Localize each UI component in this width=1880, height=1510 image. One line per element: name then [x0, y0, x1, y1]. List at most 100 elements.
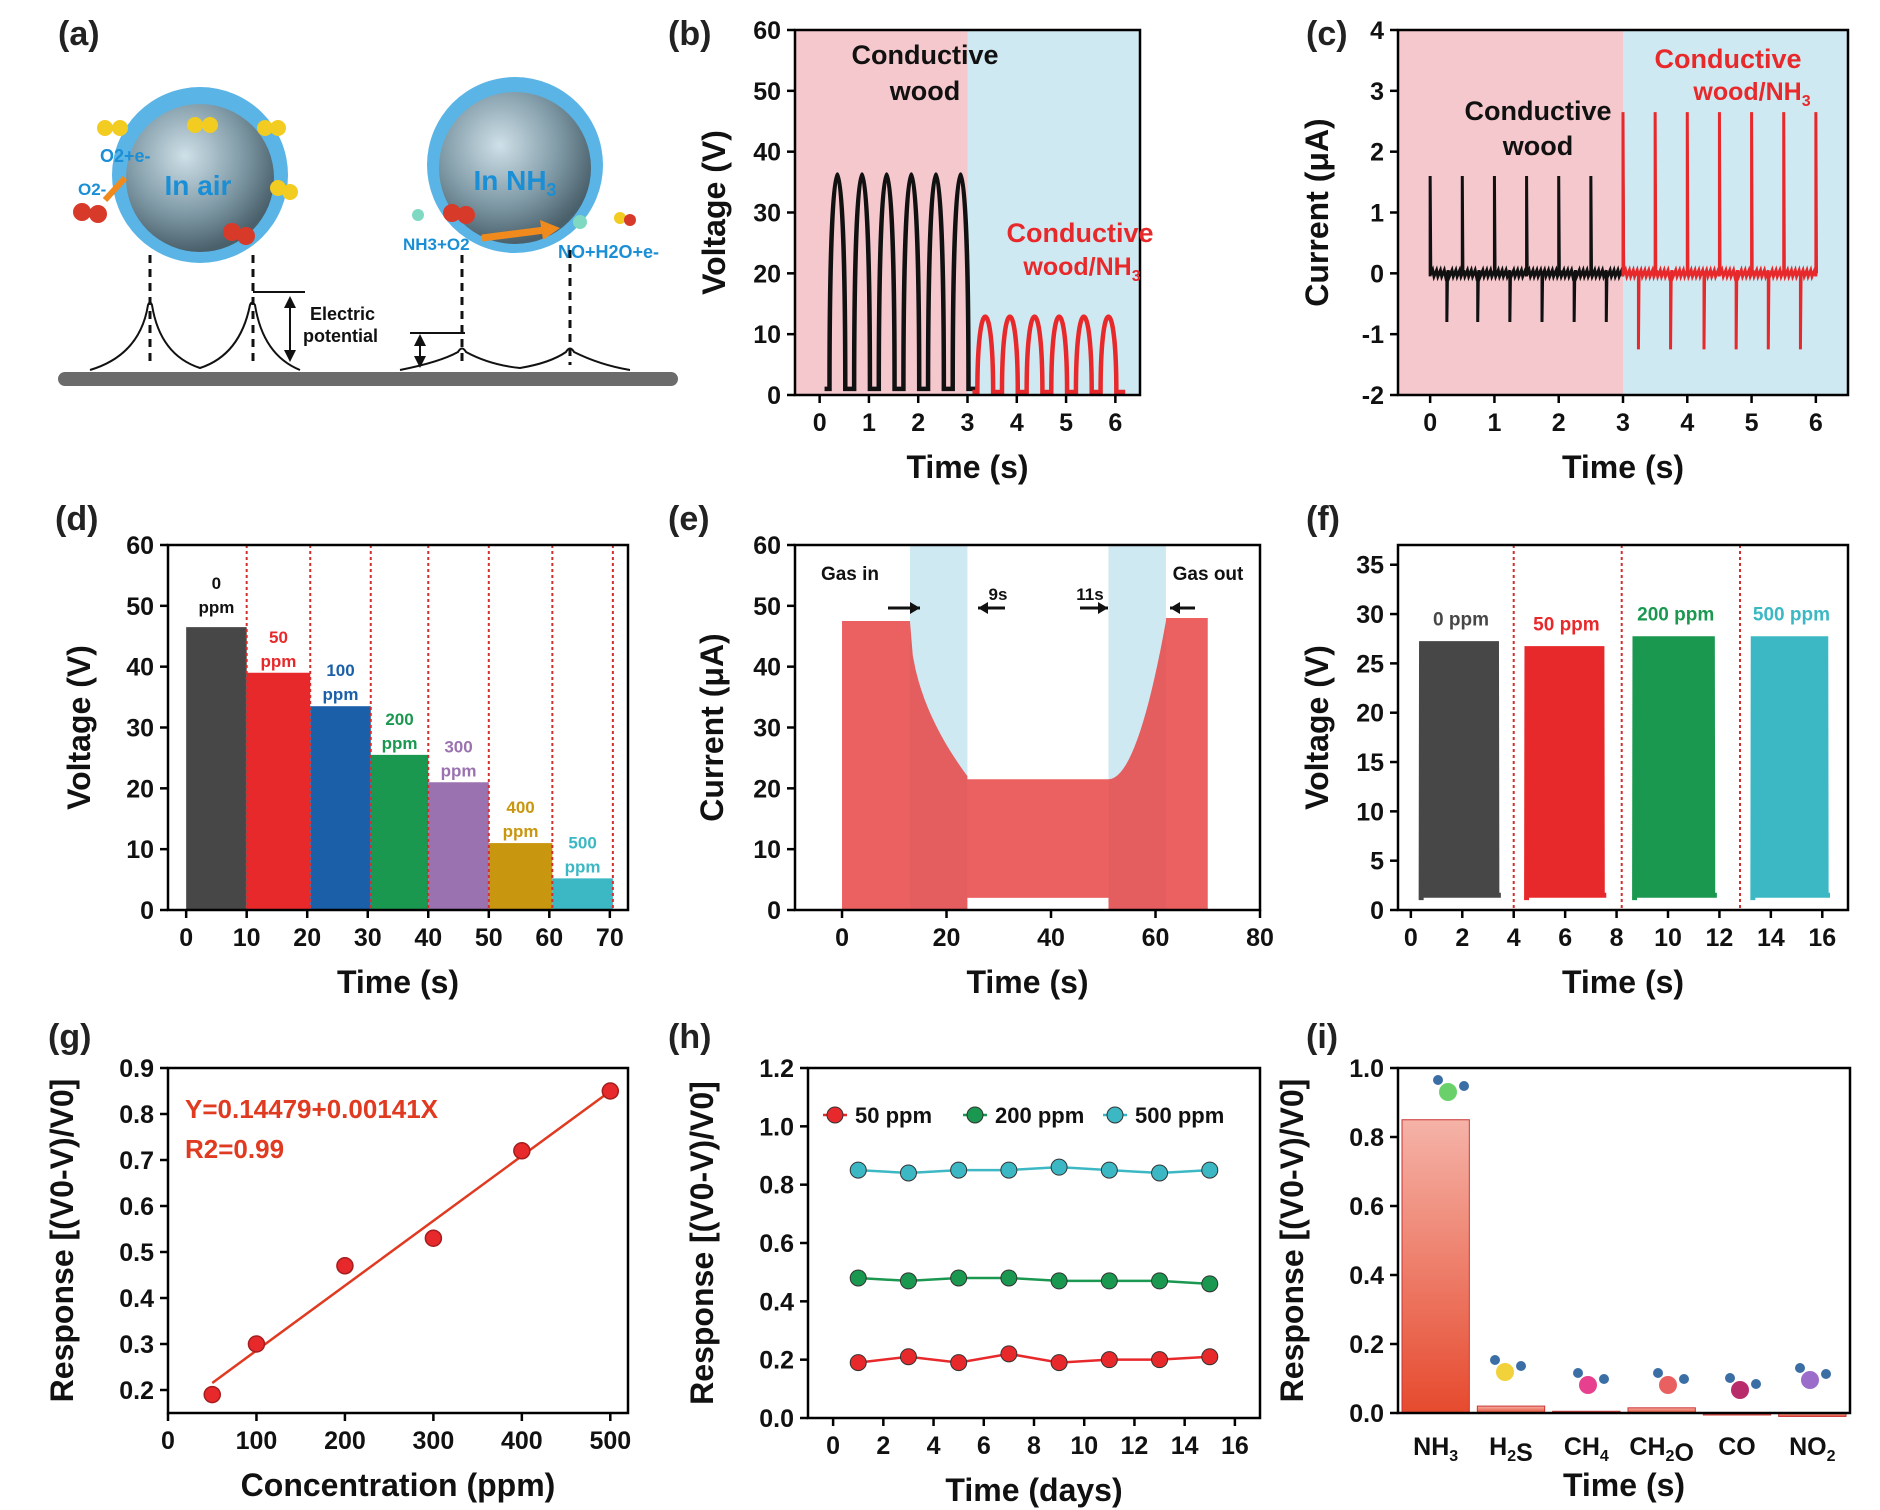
panel-d-ytick-label: 30 — [126, 715, 154, 743]
panel-d-ytick-label: 0 — [140, 897, 154, 925]
panel-d-ytick-label: 50 — [126, 593, 154, 621]
panel-f-frame — [1396, 543, 1850, 912]
panel-h-point — [1000, 1161, 1018, 1179]
panel-f-ytick-label: 0 — [1370, 897, 1384, 925]
label-in-air: In air — [165, 170, 232, 201]
panel-d-xtick-label: 20 — [293, 924, 321, 952]
panel-i-ytick-label: 0.2 — [1349, 1331, 1384, 1359]
panel-label-g: (g) — [48, 1018, 91, 1056]
panel-g-point — [247, 1335, 266, 1353]
panel-f-xtick-label: 0 — [1404, 924, 1418, 952]
panel-c-series-1 — [1621, 112, 1818, 350]
panel-h-point — [1100, 1351, 1118, 1369]
panel-g-ytick-label: 0.5 — [119, 1239, 154, 1267]
panel-c-xtick-label: 2 — [1552, 409, 1566, 437]
panel-h-xtick-label: 16 — [1221, 1432, 1249, 1460]
panel-g-xtick-label: 100 — [236, 1427, 278, 1455]
panel-b-ylabel: Voltage (V) — [696, 130, 732, 295]
panel-b-series-0 — [824, 172, 978, 392]
panel-e-ytick-label: 20 — [753, 775, 781, 803]
panel-i-category-label: H2S — [1489, 1433, 1533, 1467]
panel-h-ytick-label: 0.0 — [759, 1405, 794, 1433]
panel-h-point — [1050, 1158, 1068, 1176]
panel-f-xtick-label: 2 — [1455, 924, 1469, 952]
panel-e-area — [842, 618, 1208, 910]
panel-h-xtick-label: 0 — [826, 1432, 840, 1460]
panel-g-xtick-label: 500 — [589, 1427, 631, 1455]
arrow-reaction-head — [540, 220, 560, 240]
panel-c-ytick-label: 3 — [1370, 78, 1384, 106]
panel-b-ytick-label: 30 — [753, 200, 781, 228]
panel-h-point — [899, 1272, 917, 1290]
panel-h-point — [1050, 1354, 1068, 1372]
panel-i-molecule — [1653, 1368, 1663, 1378]
panel-e-ytick-label: 30 — [753, 715, 781, 743]
panel-g-point — [601, 1082, 620, 1100]
panel-b-ytick-label: 20 — [753, 260, 781, 288]
panel-h-point — [849, 1269, 867, 1287]
panel-h-ytick-label: 1.2 — [759, 1055, 794, 1083]
panel-g-point — [203, 1385, 221, 1404]
panel-g-point — [513, 1142, 531, 1160]
panel-c-ytick-label: 2 — [1370, 139, 1384, 167]
panel-g-ytick-label: 0.2 — [119, 1377, 154, 1405]
panel-f-ytick-label: 20 — [1356, 700, 1384, 728]
panel-h-legend-marker — [966, 1106, 984, 1124]
panel-d-bar-label: 500 — [568, 833, 596, 852]
panel-h-point — [899, 1164, 917, 1182]
panel-h-point — [1151, 1351, 1169, 1369]
panel-b-series-1 — [972, 314, 1126, 395]
panel-h-legend-marker — [1106, 1106, 1124, 1124]
panel-h-point — [1201, 1275, 1219, 1293]
panel-b-xtick-label: 3 — [961, 409, 975, 437]
oxygen-molecules — [73, 117, 636, 245]
panel-h-xtick-label: 14 — [1171, 1432, 1199, 1460]
panel-f-chart: 0 ppm 50 ppm 200 ppm 500 ppm 0 5 10 15 20 25 30 35 0… — [1299, 543, 1850, 1000]
panel-f-ylabel: Voltage (V) — [1299, 645, 1335, 810]
panel-e-xtick-label: 60 — [1142, 924, 1170, 952]
panel-f-xtick-label: 14 — [1757, 924, 1785, 952]
panel-h-point — [1201, 1161, 1219, 1179]
panel-i-molecule — [1439, 1083, 1457, 1101]
panel-f-xtick-label: 16 — [1808, 924, 1836, 952]
panel-d-bar-label: ppm — [441, 761, 477, 780]
panel-g-ytick-label: 0.6 — [119, 1193, 154, 1221]
panel-h-ytick-label: 0.2 — [759, 1347, 794, 1375]
panel-i-category-label: NO2 — [1789, 1433, 1836, 1465]
panel-d-bar — [310, 706, 371, 910]
panel-c-xtick-label: 0 — [1423, 409, 1437, 437]
panel-i-category-label: CH4 — [1564, 1433, 1609, 1465]
panel-f-ytick-label: 35 — [1356, 552, 1384, 580]
panel-e-xtick-label: 80 — [1246, 924, 1274, 952]
panel-h-point — [1151, 1272, 1169, 1290]
panel-g-xtick-label: 400 — [501, 1427, 543, 1455]
panel-c-series-0 — [1428, 175, 1626, 323]
panel-d-bar-label: ppm — [261, 652, 297, 671]
panel-f-series-2 — [1632, 636, 1717, 901]
panel-h-xtick-label: 10 — [1070, 1432, 1098, 1460]
panel-e-gap — [967, 897, 1109, 910]
panel-h-ytick-label: 1.0 — [759, 1113, 794, 1141]
panel-d-xtick-label: 50 — [475, 924, 503, 952]
panel-h-point — [899, 1348, 917, 1366]
panel-i-molecule — [1573, 1368, 1583, 1378]
panel-i-molecule — [1821, 1369, 1831, 1379]
panel-label-b: (b) — [668, 15, 711, 53]
potential-curve-air — [89, 301, 301, 371]
panel-d-bar — [246, 672, 311, 910]
panel-i-xlabel: Time (s) — [1563, 1467, 1685, 1503]
panel-c-ytick-label: 0 — [1370, 260, 1384, 288]
panel-f-series-1 — [1524, 646, 1607, 901]
panel-b-ytick-label: 40 — [753, 139, 781, 167]
panel-h-point — [1100, 1272, 1118, 1290]
panel-f-ytick-label: 5 — [1370, 848, 1384, 876]
panel-d-bar-label: ppm — [382, 734, 418, 753]
panel-e-annotation: Gas in — [821, 564, 879, 585]
panel-e-xtick-label: 20 — [933, 924, 961, 952]
panel-f-ytick-label: 10 — [1356, 798, 1384, 826]
panel-i-molecule — [1679, 1374, 1689, 1384]
panel-c-chart: -2 -1 0 1 2 3 4 0 1 2 3 4 5 6 Time (s) Current (μA) Cond… — [1299, 17, 1850, 485]
panel-label-f: (f) — [1306, 500, 1340, 538]
panel-i-category-label: CO — [1718, 1433, 1756, 1461]
panel-d-bar-label: 100 — [326, 661, 354, 680]
